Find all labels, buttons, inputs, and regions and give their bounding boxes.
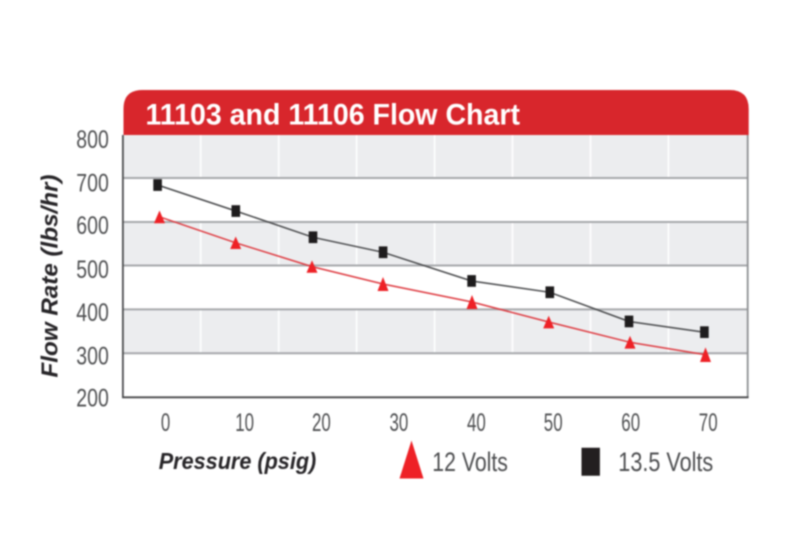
svg-text:10: 10 (235, 410, 254, 437)
svg-text:700: 700 (76, 170, 109, 197)
svg-text:30: 30 (390, 410, 409, 437)
svg-text:200: 200 (76, 386, 109, 413)
svg-text:600: 600 (76, 213, 109, 240)
svg-text:Pressure (psig): Pressure (psig) (159, 448, 317, 474)
svg-text:40: 40 (467, 410, 486, 437)
svg-text:800: 800 (76, 127, 109, 154)
svg-text:50: 50 (544, 410, 563, 437)
svg-text:400: 400 (76, 300, 109, 327)
svg-text:0: 0 (161, 410, 170, 437)
svg-text:60: 60 (621, 410, 640, 437)
svg-text:500: 500 (76, 257, 109, 284)
svg-text:70: 70 (699, 410, 718, 437)
svg-text:20: 20 (312, 410, 331, 437)
svg-text:13.5 Volts: 13.5 Volts (618, 447, 713, 477)
svg-text:12 Volts: 12 Volts (432, 447, 508, 477)
svg-text:300: 300 (76, 344, 109, 371)
svg-text:11103 and 11106 Flow Chart: 11103 and 11106 Flow Chart (146, 99, 521, 132)
svg-text:Flow Rate (lbs/hr): Flow Rate (lbs/hr) (37, 174, 63, 377)
